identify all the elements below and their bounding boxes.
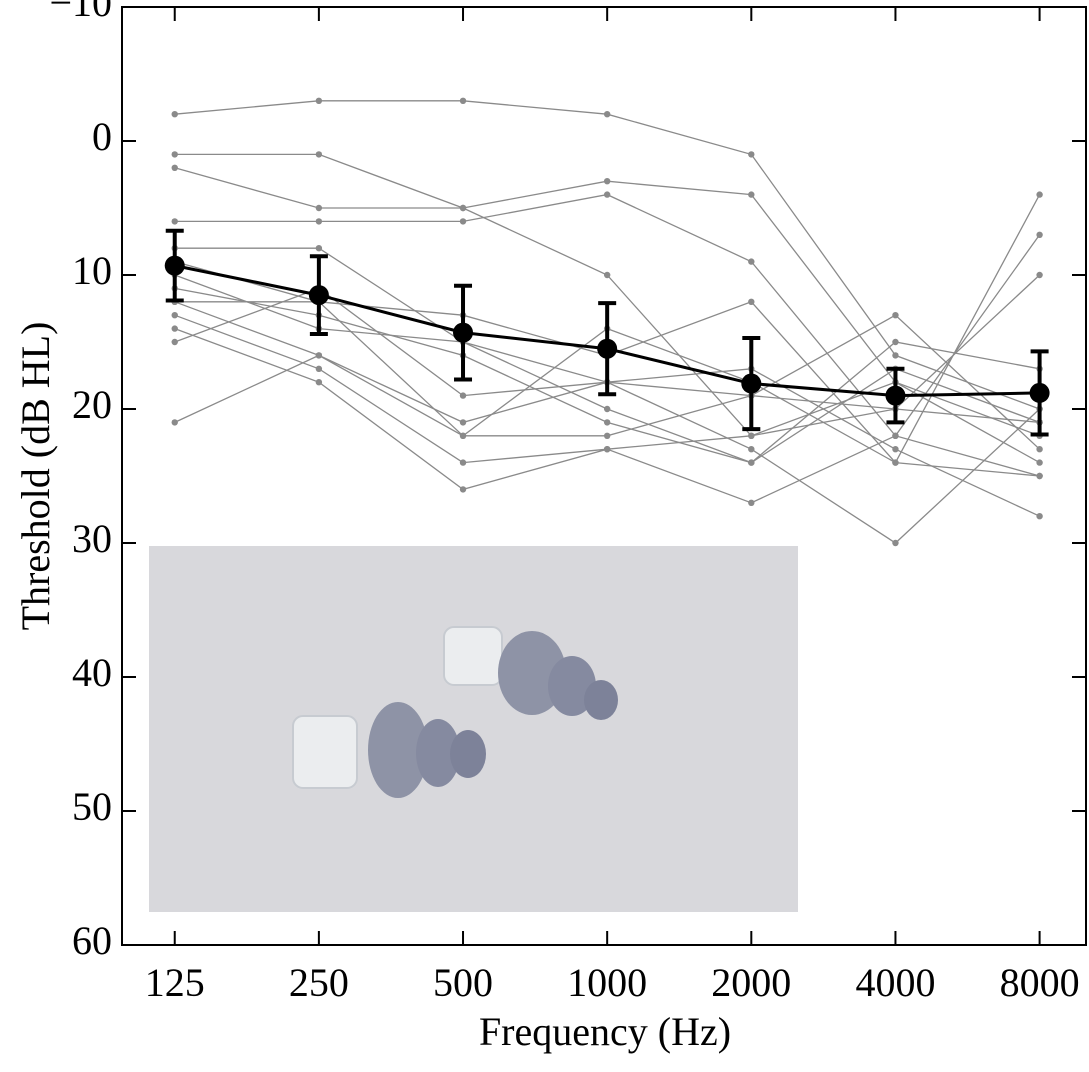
subject-point (315, 218, 323, 225)
x-tick-label: 250 (289, 960, 349, 1005)
subject-point (892, 432, 899, 439)
subject-point (892, 312, 899, 319)
subject-point (892, 338, 899, 346)
y-tick-label: 20 (72, 382, 112, 427)
subject-point (1036, 191, 1043, 198)
mean-point (453, 322, 474, 343)
subject-point (171, 419, 178, 426)
subject-point (315, 97, 323, 105)
subject-point (603, 111, 611, 118)
mean-point (741, 373, 762, 394)
y-tick-label: −10 (49, 0, 112, 25)
subject-point (459, 392, 467, 399)
subject-point (748, 191, 755, 198)
subject-point (748, 446, 755, 453)
subject-point (315, 379, 323, 386)
subject-point (315, 352, 323, 359)
subject-point (459, 432, 467, 439)
subject-point (748, 499, 755, 506)
x-tick-label: 500 (433, 960, 493, 1005)
subject-point (748, 298, 755, 305)
mean-point (597, 338, 618, 359)
subject-point (459, 97, 467, 105)
subject-point (459, 218, 467, 225)
subject-point (459, 204, 467, 212)
y-tick-label: 0 (92, 114, 112, 159)
plot-frame (121, 6, 1087, 946)
subject-point (171, 218, 178, 225)
subject-point (1036, 271, 1043, 279)
subject-point (892, 352, 899, 359)
subject-point (171, 164, 178, 171)
photo-background (149, 546, 798, 912)
x-tick-label: 4000 (855, 960, 935, 1005)
subject-point (1036, 231, 1043, 238)
subject-point (603, 419, 611, 426)
y-tick-label: 40 (72, 650, 112, 695)
subject-point (892, 446, 899, 453)
x-tick-label: 8000 (1000, 960, 1080, 1005)
earplug (443, 626, 618, 720)
subject-point (603, 178, 611, 185)
x-axis-label: Frequency (Hz) (479, 1009, 731, 1054)
subject-point (459, 419, 467, 426)
subject-point (1036, 513, 1043, 520)
subject-point (892, 459, 899, 466)
earplug (292, 702, 486, 798)
x-tick-label: 1000 (567, 960, 647, 1005)
subject-point (171, 325, 178, 332)
subject-point (171, 151, 178, 158)
subject-point (748, 432, 755, 439)
subject-point (315, 245, 323, 252)
subject-point (459, 486, 467, 493)
subject-point (171, 111, 178, 118)
y-tick-label: 30 (72, 516, 112, 561)
subject-point (748, 459, 755, 466)
y-tick-label: 10 (72, 248, 112, 293)
mean-point (308, 285, 329, 306)
y-tick-label: 50 (72, 784, 112, 829)
subject-point (315, 365, 323, 372)
subject-point (603, 446, 611, 453)
x-tick-label: 125 (145, 960, 205, 1005)
subject-point (603, 271, 611, 279)
subject-point (603, 405, 611, 413)
subject-point (171, 338, 178, 346)
subject-point (1036, 459, 1043, 466)
subject-point (315, 151, 323, 158)
mean-point (164, 255, 185, 276)
earplug-photo (149, 546, 798, 912)
x-tick-label: 2000 (711, 960, 791, 1005)
subject-point (603, 432, 611, 439)
mean-point (1029, 382, 1050, 403)
subject-point (748, 151, 755, 158)
subject-point (603, 191, 611, 198)
subject-point (171, 312, 178, 319)
subject-point (892, 539, 899, 547)
subject-point (315, 204, 323, 212)
subject-point (459, 459, 467, 466)
mean-point (885, 385, 906, 406)
subject-point (1036, 472, 1043, 480)
y-tick-label: 60 (72, 918, 112, 963)
subject-point (1036, 446, 1043, 453)
y-axis-label: Threshold (dB HL) (13, 322, 58, 631)
subject-point (748, 258, 755, 265)
